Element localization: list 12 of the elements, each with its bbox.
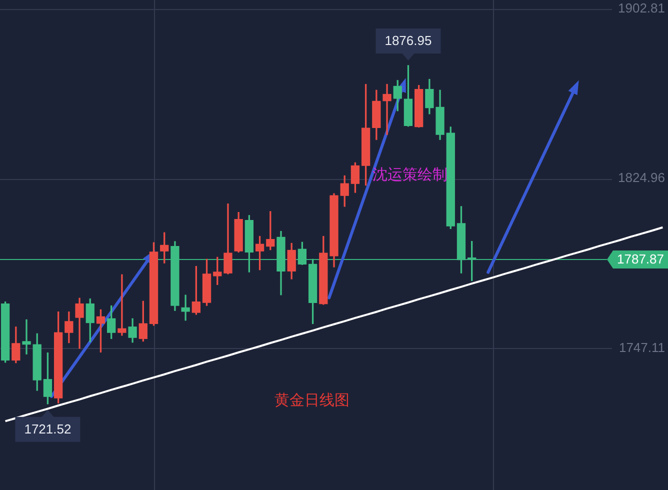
candlestick: [181, 294, 190, 321]
annotation: 1721.52: [24, 422, 72, 437]
y-tick-label: 1824.96: [618, 170, 665, 186]
ref-line-label: 1787.87: [617, 252, 664, 267]
y-tick-label: 1902.81: [618, 0, 665, 16]
candlestick: [382, 84, 392, 135]
text: 黄金日线图: [274, 390, 350, 409]
candlestick: [22, 319, 31, 354]
annotation: 1876.95: [384, 33, 432, 48]
candlestick: [118, 274, 126, 336]
y-tick-label: 1747.11: [618, 340, 665, 355]
annotation: 沈运策绘制: [372, 165, 448, 184]
